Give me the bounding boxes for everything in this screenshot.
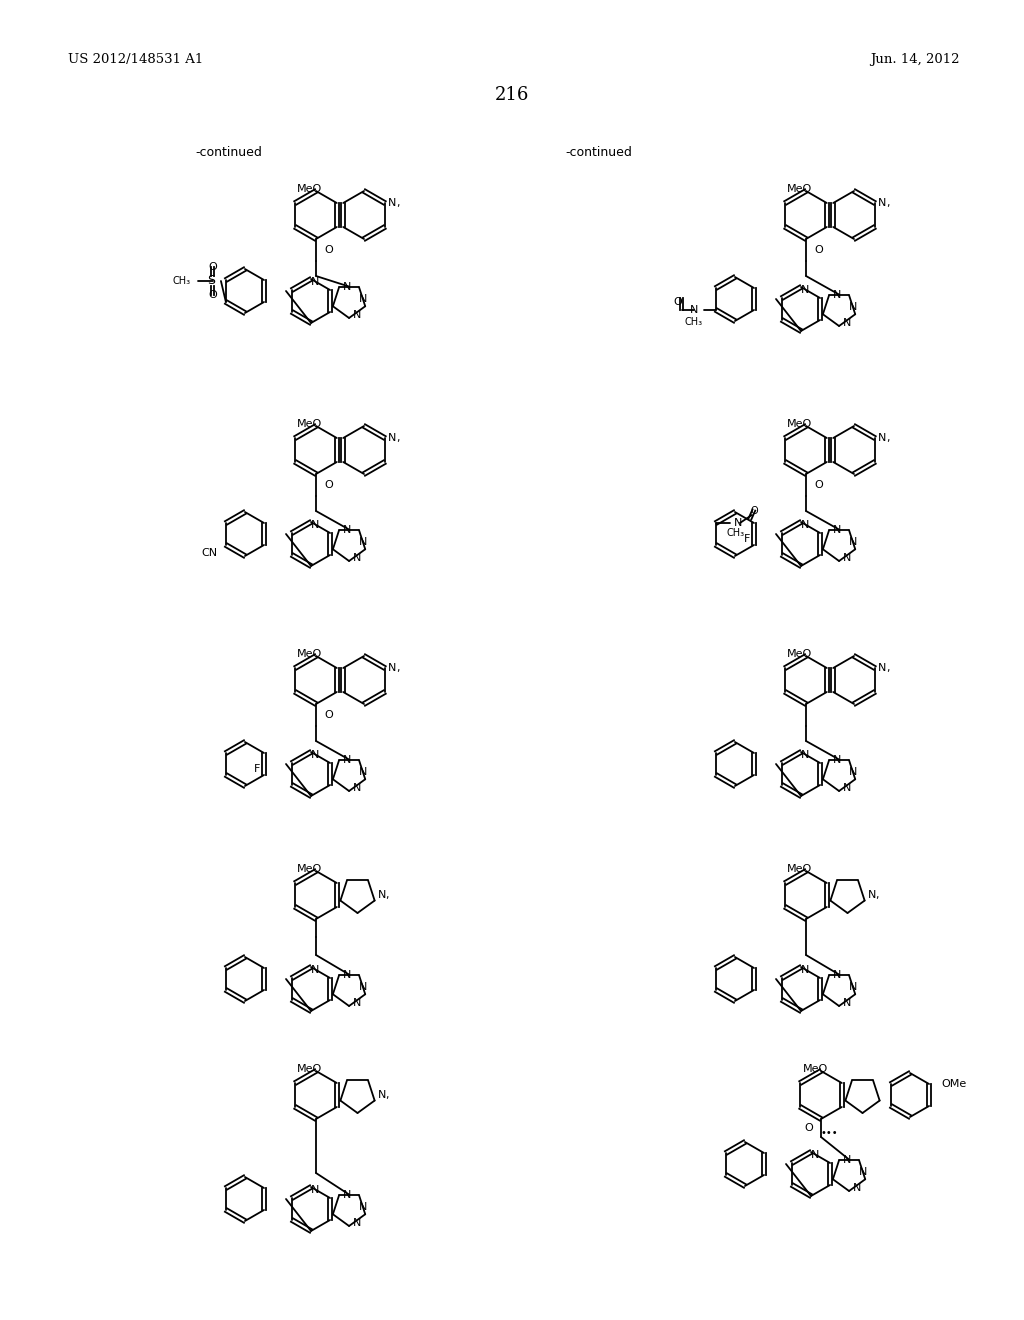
Text: N: N [834,290,842,301]
Text: N: N [358,767,367,777]
Text: O: O [814,246,822,255]
Text: O: O [209,261,217,272]
Text: N: N [843,1155,852,1166]
Text: N: N [834,755,842,766]
Text: O: O [324,710,333,719]
Text: N: N [378,890,386,900]
Text: N: N [878,198,886,209]
Text: N: N [849,302,857,313]
Text: N: N [849,537,857,548]
Text: N: N [689,305,698,315]
Text: O: O [750,506,758,516]
Text: N: N [358,982,367,993]
Text: ,: , [886,433,889,444]
Text: •••: ••• [821,1129,839,1138]
Text: OMe: OMe [941,1078,967,1089]
Text: N: N [811,1150,819,1160]
Text: F: F [254,764,260,774]
Text: O: O [209,290,217,300]
Text: N: N [311,965,319,975]
Text: CH₃: CH₃ [727,528,744,539]
Text: MeO: MeO [787,648,813,659]
Text: MeO: MeO [297,418,323,429]
Text: CH₃: CH₃ [685,317,702,327]
Text: N: N [388,433,396,444]
Text: MeO: MeO [297,1064,323,1073]
Text: N: N [388,198,396,209]
Text: N: N [844,998,852,1007]
Text: N: N [801,285,810,296]
Text: 216: 216 [495,86,529,104]
Text: N: N [834,525,842,536]
Text: ,: , [876,890,879,900]
Text: Jun. 14, 2012: Jun. 14, 2012 [870,54,961,66]
Text: ,: , [385,1090,389,1100]
Text: F: F [743,535,750,544]
Text: N: N [343,525,351,536]
Text: N: N [844,783,852,792]
Text: ,: , [886,663,889,673]
Text: MeO: MeO [787,183,813,194]
Text: N: N [388,663,396,673]
Text: O: O [324,246,333,255]
Text: N: N [311,750,319,760]
Text: CH₃: CH₃ [173,276,190,286]
Text: O: O [324,480,333,490]
Text: MeO: MeO [787,863,813,874]
Text: -continued: -continued [565,145,632,158]
Text: N: N [734,517,742,528]
Text: US 2012/148531 A1: US 2012/148531 A1 [68,54,203,66]
Text: N: N [844,318,852,327]
Text: ,: , [396,198,399,209]
Text: MeO: MeO [297,183,323,194]
Text: ,: , [886,198,889,209]
Text: N: N [378,1090,386,1100]
Text: N: N [353,1217,361,1228]
Text: N: N [353,310,361,319]
Text: O: O [814,480,822,490]
Text: N: N [311,520,319,531]
Text: N: N [353,998,361,1007]
Text: N: N [801,750,810,760]
Text: N: N [878,433,886,444]
Text: MeO: MeO [787,418,813,429]
Text: N: N [343,970,351,981]
Text: ,: , [385,890,389,900]
Text: N: N [353,553,361,562]
Text: S: S [207,275,215,288]
Text: MeO: MeO [803,1064,827,1073]
Text: N: N [834,970,842,981]
Text: N: N [849,982,857,993]
Text: N: N [358,1203,367,1212]
Text: N: N [801,965,810,975]
Text: N: N [801,520,810,531]
Text: N: N [311,277,319,288]
Text: N: N [867,890,876,900]
Text: N: N [358,537,367,548]
Text: N: N [853,1183,862,1192]
Text: N: N [311,1185,319,1196]
Text: MeO: MeO [297,863,323,874]
Text: CN: CN [202,548,218,558]
Text: N: N [353,783,361,792]
Text: MeO: MeO [297,648,323,659]
Text: ,: , [396,433,399,444]
Text: ,: , [396,663,399,673]
Text: N: N [343,755,351,766]
Text: O: O [674,297,682,308]
Text: -continued: -continued [195,145,262,158]
Text: O: O [804,1123,813,1133]
Text: N: N [343,282,351,293]
Text: N: N [849,767,857,777]
Text: N: N [858,1167,867,1177]
Text: N: N [844,553,852,562]
Text: N: N [358,294,367,305]
Text: N: N [878,663,886,673]
Text: N: N [343,1191,351,1200]
